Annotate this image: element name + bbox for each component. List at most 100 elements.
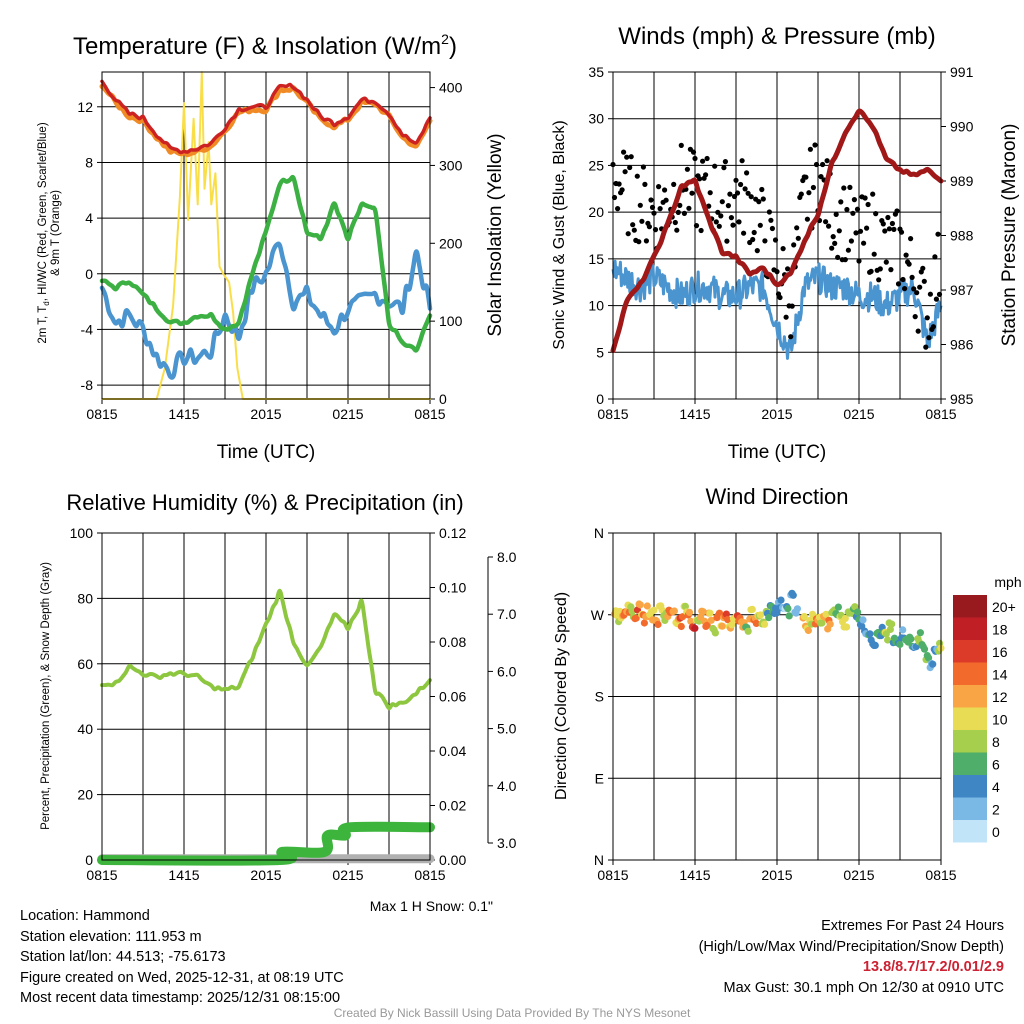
direction-x-tick-label: 0815 <box>925 867 956 883</box>
speed-legend-swatch <box>953 752 987 775</box>
winds-gust-point <box>883 259 889 265</box>
winds-gust-point <box>727 191 733 197</box>
temperature-series-dewpoint <box>99 174 433 353</box>
winds-gust-point <box>615 206 621 212</box>
winds-gust-point <box>631 227 637 233</box>
speed-legend-swatch <box>953 662 987 685</box>
direction-x-tick-label: 0815 <box>597 867 628 883</box>
winds-gust-point <box>908 236 914 242</box>
winds-gust-point <box>914 290 920 296</box>
winds-gust-point <box>880 221 886 227</box>
winds-gust-point <box>686 205 692 211</box>
extremes-info: Extremes For Past 24 Hours (High/Low/Max… <box>699 916 1004 998</box>
humidity-y2-tick-label: 0.02 <box>439 798 466 814</box>
winds-gust-point <box>864 225 870 231</box>
winds-gust-point <box>832 240 838 246</box>
extremes-title: Extremes For Past 24 Hours <box>821 918 1004 934</box>
winds-gust-point <box>789 303 795 309</box>
direction-point <box>636 601 644 609</box>
winds-gust-point <box>933 296 940 302</box>
direction-point <box>818 619 826 627</box>
winds-gust-point <box>803 174 809 180</box>
winds-gust-point <box>818 174 824 180</box>
winds-gust-point <box>756 199 762 205</box>
direction-point <box>851 603 859 611</box>
winds-gust-point <box>646 224 653 230</box>
speed-legend-label: 8 <box>992 734 1000 750</box>
winds-gust-point <box>810 184 817 191</box>
winds-gust-point <box>725 203 732 209</box>
winds-gust-point <box>642 181 648 187</box>
winds-gust-point <box>630 222 636 228</box>
winds-gust-point <box>728 215 735 221</box>
winds-gust-point <box>888 267 894 273</box>
winds-gust-point <box>722 159 729 165</box>
winds-gust-point <box>754 248 760 254</box>
winds-gust-point <box>926 335 932 341</box>
winds-gust-point <box>759 186 765 193</box>
winds-gust-point <box>877 266 883 272</box>
winds-y2-tick-label: 989 <box>950 173 974 189</box>
speed-legend-title: mph <box>994 574 1021 590</box>
winds-gust-point <box>829 245 835 251</box>
winds-gust-point <box>703 172 709 178</box>
speed-legend-label: 14 <box>992 667 1008 683</box>
winds-gust-point <box>886 226 893 232</box>
humidity-x-tick-label: 0815 <box>86 867 117 883</box>
direction-point <box>706 609 714 617</box>
humidity-y3-tick-label: 6.0 <box>497 663 517 679</box>
winds-gust-point <box>657 206 663 212</box>
direction-point <box>685 608 694 617</box>
direction-x-tick-label: 2015 <box>761 867 792 883</box>
direction-point <box>784 605 792 613</box>
winds-gust-point <box>791 242 797 248</box>
speed-legend-swatch <box>953 820 987 843</box>
temperature-y-tick-label: 4 <box>85 210 93 226</box>
temperature-x-tick-label: 2015 <box>250 406 281 422</box>
winds-gust-point <box>748 194 754 200</box>
winds-gust-point <box>889 220 896 227</box>
winds-gust-point <box>724 238 730 244</box>
speed-legend-swatch <box>953 707 987 730</box>
humidity-y-tick-label: 0 <box>85 852 93 868</box>
direction-chart-title: Wind Direction <box>705 484 848 509</box>
winds-gust-point <box>820 161 826 168</box>
temperature-plot-area: -8 -4 0 4 8 12 0 100 200 300 400 0815 1415 2015 0215 08… <box>77 71 463 422</box>
direction-point <box>822 610 830 618</box>
winds-gust-point <box>738 181 744 188</box>
winds-gust-point <box>757 222 763 228</box>
winds-gust-point <box>622 169 628 175</box>
max-gust-text: Max Gust: 30.1 mph On 12/30 at 0910 UTC <box>723 979 1004 996</box>
winds-gust-point <box>730 222 736 228</box>
winds-gust-point <box>640 164 647 170</box>
direction-point <box>843 623 851 631</box>
winds-gust-point <box>663 197 669 203</box>
credit-line: Created By Nick Bassill Using Data Provi… <box>333 1006 691 1020</box>
winds-gust-point <box>868 268 874 274</box>
direction-point <box>871 641 879 650</box>
direction-point <box>744 627 752 635</box>
winds-gust-point <box>719 199 725 205</box>
winds-gust-point <box>891 226 897 232</box>
winds-gust-point <box>823 219 829 225</box>
winds-gust-point <box>804 216 811 222</box>
winds-gust-point <box>750 236 756 243</box>
winds-y2-tick-label: 991 <box>950 64 974 80</box>
winds-gust-point <box>806 190 812 196</box>
winds-gust-point <box>812 142 818 148</box>
winds-gust-point <box>662 187 668 193</box>
winds-gust-point <box>854 206 861 212</box>
direction-point <box>724 616 732 624</box>
speed-legend-swatch <box>953 640 987 663</box>
winds-gust-point <box>634 173 640 179</box>
location-text: Location: Hammond <box>20 908 150 924</box>
winds-gust-point <box>798 191 804 197</box>
humidity-y3-tick-label: 5.0 <box>497 721 517 737</box>
temperature-y-tick-label: 0 <box>85 266 93 282</box>
direction-point <box>650 606 658 614</box>
winds-gust-point <box>733 177 739 183</box>
winds-gust-point <box>734 190 741 196</box>
temperature-series-2m-t <box>100 79 432 155</box>
temperature-series-solar <box>101 71 431 400</box>
